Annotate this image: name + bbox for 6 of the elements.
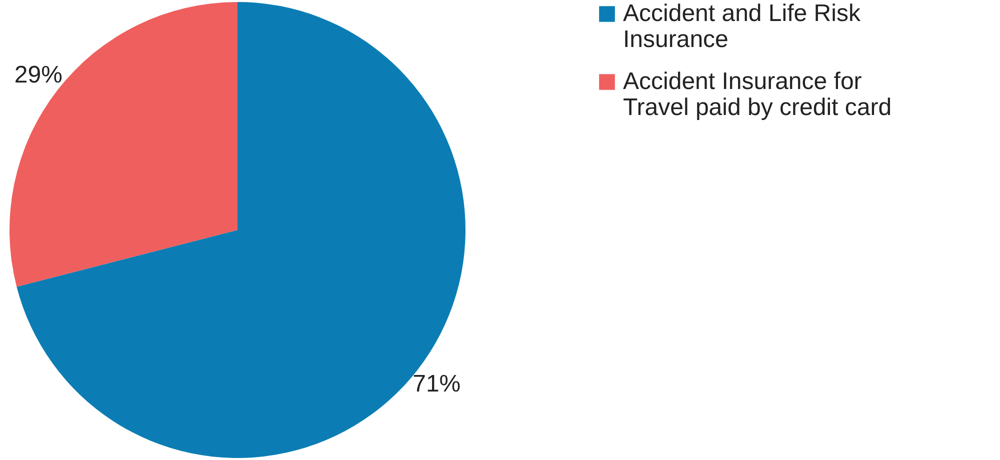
data-label: 29%: [14, 62, 62, 89]
data-label: 71%: [412, 370, 461, 398]
pie-slice: [16, 2, 466, 458]
legend-label: Accident and Life Risk Insurance: [623, 0, 862, 53]
pie-slice: [10, 2, 238, 287]
legend-label: Accident Insurance for Travel paid by credit card: [623, 68, 892, 121]
